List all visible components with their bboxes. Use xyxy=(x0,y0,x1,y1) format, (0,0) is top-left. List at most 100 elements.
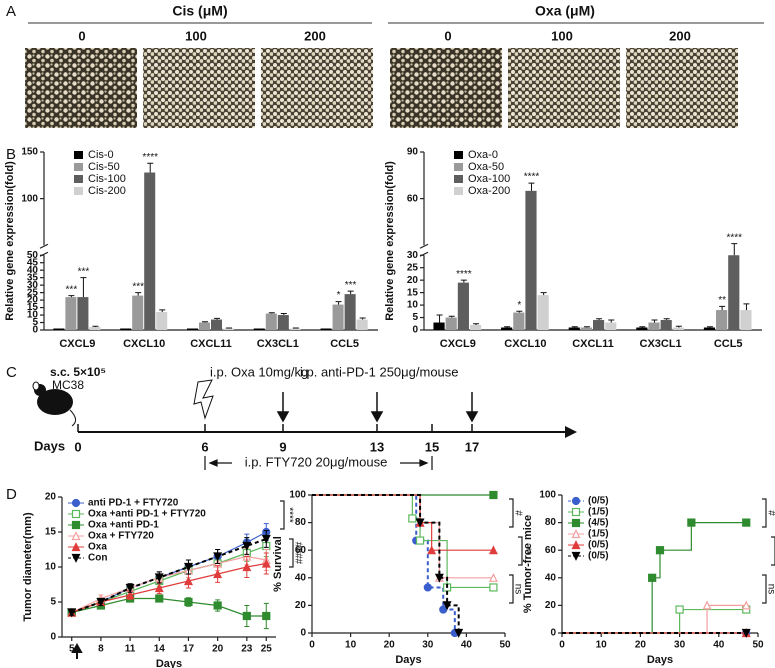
x-tick-label: 20 xyxy=(384,640,396,651)
group-title: Cis (μM) xyxy=(172,3,227,19)
y-axis-label: Relative gene expression(fold) xyxy=(384,161,396,321)
bar xyxy=(433,322,445,330)
bar xyxy=(580,327,592,330)
marker xyxy=(71,553,81,563)
dose-label: 0 xyxy=(78,28,85,43)
bar xyxy=(65,297,77,330)
legend-label: Oxa +anti PD-1 + FTY720 xyxy=(88,509,206,520)
marker xyxy=(655,546,665,555)
error-bar xyxy=(460,279,467,283)
x-tick-label: 17 xyxy=(183,644,195,655)
significance: **** xyxy=(726,232,742,243)
bar xyxy=(77,297,89,330)
series-line xyxy=(312,494,494,579)
y-tick-label: 80 xyxy=(545,517,557,528)
y-tick-label: 40 xyxy=(295,572,307,583)
legend-swatch xyxy=(74,151,83,159)
y-tick-label: 20 xyxy=(45,492,57,503)
y-tick-label: 5 xyxy=(32,317,38,328)
x-tick-label: 40 xyxy=(713,640,725,651)
error-bar xyxy=(675,325,682,328)
legend-label: Oxa xyxy=(88,542,107,553)
bar xyxy=(320,328,332,330)
error-bar xyxy=(268,312,275,314)
legend-label: (1/5) xyxy=(588,507,609,518)
oxa-label: i.p. Oxa 10mg/kg xyxy=(210,364,308,379)
bar xyxy=(740,310,752,330)
treatment-arrow xyxy=(71,642,83,659)
error-bar xyxy=(80,277,87,298)
marker xyxy=(184,597,193,607)
y-axis-label: % Tumor-free mice xyxy=(522,515,534,613)
legend-label: Cis-50 xyxy=(88,161,120,173)
marker xyxy=(571,518,581,528)
y-tick-label: 0 xyxy=(50,632,56,643)
bar xyxy=(211,319,223,330)
significance: *** xyxy=(132,281,144,292)
series-line xyxy=(312,494,494,551)
x-tick-label: 30 xyxy=(674,640,686,651)
error-bar xyxy=(528,182,535,191)
y-tick-label: 100 xyxy=(289,490,306,501)
x-tick-label: 23 xyxy=(241,644,253,655)
bar xyxy=(356,319,368,330)
error-bar xyxy=(159,309,166,313)
axis-break xyxy=(419,243,429,257)
marker xyxy=(183,576,193,586)
y-tick-label: 50 xyxy=(27,250,39,261)
day-label: 13 xyxy=(370,439,384,454)
marker xyxy=(213,552,223,562)
day-label: 17 xyxy=(465,439,479,454)
y-axis-label: Tumor diameter(mm) xyxy=(22,512,34,622)
error-bar xyxy=(68,295,75,298)
legend-swatch xyxy=(454,163,463,171)
x-tick-label: CCL5 xyxy=(330,338,359,350)
bracket xyxy=(762,498,767,528)
bar xyxy=(469,325,482,330)
marker xyxy=(125,590,135,600)
error-bar xyxy=(639,326,646,328)
legend-label: (1/5) xyxy=(588,529,609,540)
y-tick-label: 20 xyxy=(295,600,307,611)
bracket xyxy=(509,498,514,528)
group-title: Oxa (μM) xyxy=(535,3,595,19)
marker xyxy=(71,520,81,530)
x-tick-label: 10 xyxy=(596,640,608,651)
bracket xyxy=(289,538,294,568)
bar xyxy=(132,295,144,330)
dose-label: 100 xyxy=(551,28,573,43)
dose-label: 200 xyxy=(304,28,326,43)
bar xyxy=(525,190,537,330)
error-bar xyxy=(731,243,738,256)
annotation: **** xyxy=(283,507,294,523)
series-line xyxy=(71,597,267,617)
x-axis-label: Days xyxy=(647,654,673,666)
bar xyxy=(332,304,344,330)
bar xyxy=(198,322,210,330)
legend-label: (4/5) xyxy=(588,518,609,529)
oxa-bolt xyxy=(193,379,214,420)
error-bar xyxy=(135,292,142,296)
bar xyxy=(513,312,525,330)
x-tick-label: 10 xyxy=(345,640,357,651)
y-axis-label: % Survival xyxy=(272,536,284,592)
series-line xyxy=(71,562,267,614)
series-line xyxy=(312,494,494,589)
bar xyxy=(186,328,198,330)
annotation: ** xyxy=(521,547,532,555)
series-line xyxy=(562,608,747,634)
marker xyxy=(423,583,432,592)
dose-label: 200 xyxy=(669,28,691,43)
marker xyxy=(261,558,271,568)
bar xyxy=(445,317,457,330)
annotation: ns xyxy=(512,584,523,595)
error-bar xyxy=(596,318,603,321)
bar xyxy=(593,320,605,330)
y-tick-label: 15 xyxy=(407,287,419,298)
marker xyxy=(571,540,581,550)
bracket xyxy=(509,574,514,604)
x-tick-label: CXCL11 xyxy=(572,338,614,350)
error-bar xyxy=(335,301,342,305)
bar xyxy=(277,315,289,330)
